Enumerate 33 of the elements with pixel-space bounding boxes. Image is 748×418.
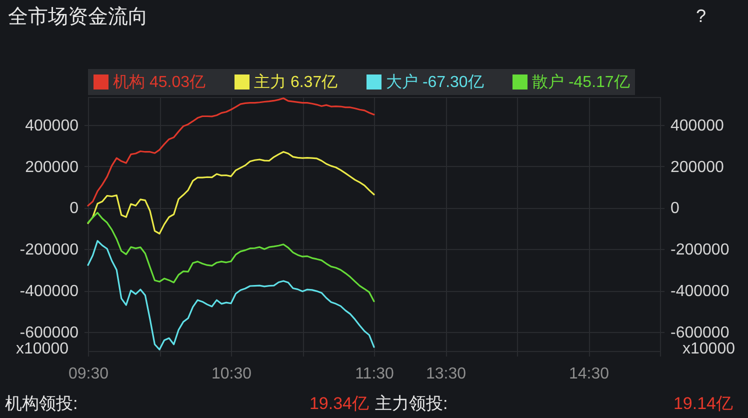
x-tick-label: 10:30 (211, 366, 252, 382)
chart-title: 全市场资金流向 (8, 6, 148, 28)
line-series (87, 240, 375, 350)
x-tick-label: 14:30 (568, 366, 610, 382)
y2-tick-label: 200000 (670, 158, 724, 176)
y-axis-title: x10000 (16, 340, 69, 358)
y2-axis-title: x10000 (682, 340, 736, 358)
y2-tick-label: 0 (670, 200, 680, 218)
y2-tick-label: 400000 (670, 117, 724, 134)
x-tick-label: 13:30 (426, 366, 466, 382)
text: 19.14亿 (673, 394, 733, 413)
x-tick-label: 11:30 (355, 366, 394, 382)
y-tick-label: -400000 (20, 283, 79, 300)
text: 机构领投: (5, 394, 78, 413)
y2-tick-label: -200000 (670, 242, 730, 259)
legend-label: 主力 6.37亿 (254, 73, 338, 91)
legend-label: 大户 -67.30亿 (386, 73, 484, 91)
y2-tick-label: -600000 (670, 324, 730, 342)
y-tick-label: -200000 (20, 242, 79, 259)
x-tick-label: 09:30 (68, 366, 109, 382)
line-series (87, 97, 375, 206)
y-tick-label: 400000 (25, 117, 79, 134)
y2-tick-label: -400000 (670, 283, 730, 300)
legend-label: 散户 -45.17亿 (532, 73, 630, 91)
text: ? (696, 6, 706, 26)
y-tick-label: 0 (70, 200, 79, 218)
y-tick-label: -600000 (20, 324, 79, 342)
line-series (87, 212, 375, 302)
y-tick-label: 200000 (25, 158, 79, 176)
legend-label: 机构 45.03亿 (113, 73, 206, 91)
text: 19.34亿 (309, 394, 369, 413)
text: 主力领投: (375, 394, 448, 413)
line-series (87, 151, 375, 234)
